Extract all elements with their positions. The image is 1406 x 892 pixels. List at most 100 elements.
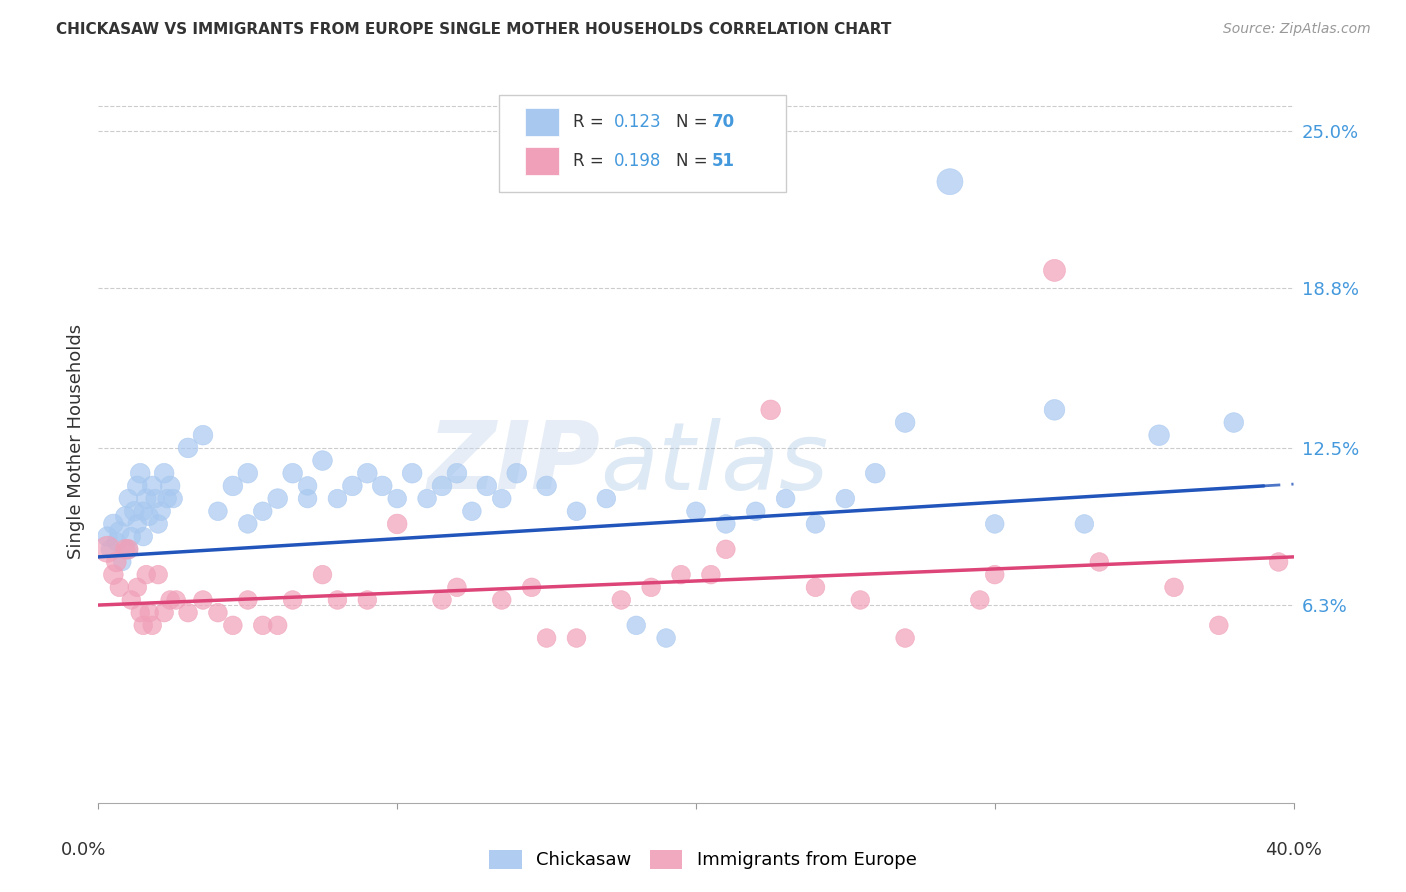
Point bbox=[222, 479, 245, 493]
Point bbox=[610, 593, 633, 607]
Point bbox=[655, 631, 678, 645]
Point bbox=[129, 467, 152, 481]
Point bbox=[685, 504, 707, 518]
Point bbox=[281, 593, 304, 607]
Point bbox=[127, 516, 149, 531]
Point bbox=[165, 593, 187, 607]
Point bbox=[326, 593, 349, 607]
Point bbox=[98, 542, 122, 557]
Point bbox=[177, 606, 200, 620]
Point bbox=[1147, 428, 1170, 442]
Point bbox=[141, 479, 163, 493]
FancyBboxPatch shape bbox=[524, 147, 558, 175]
Point bbox=[96, 542, 118, 557]
Point bbox=[120, 593, 142, 607]
Text: R =: R = bbox=[572, 113, 609, 131]
Text: 70: 70 bbox=[711, 113, 734, 131]
Point bbox=[132, 618, 155, 632]
Point bbox=[108, 524, 131, 539]
Point bbox=[536, 479, 558, 493]
Text: Source: ZipAtlas.com: Source: ZipAtlas.com bbox=[1223, 22, 1371, 37]
Point bbox=[491, 593, 513, 607]
Text: 51: 51 bbox=[711, 153, 734, 170]
Point bbox=[714, 542, 737, 557]
Point bbox=[281, 467, 304, 481]
Point bbox=[969, 593, 991, 607]
Point bbox=[135, 567, 157, 582]
Point bbox=[371, 479, 394, 493]
Point bbox=[1088, 555, 1111, 569]
Point bbox=[894, 631, 917, 645]
Point bbox=[700, 567, 723, 582]
Point bbox=[536, 631, 558, 645]
Point bbox=[267, 491, 290, 506]
Point bbox=[1208, 618, 1230, 632]
Point bbox=[127, 479, 149, 493]
Point bbox=[1163, 580, 1185, 594]
Point bbox=[1043, 263, 1066, 277]
Point bbox=[132, 530, 155, 544]
Text: N =: N = bbox=[676, 153, 713, 170]
Point bbox=[117, 542, 139, 557]
Point bbox=[475, 479, 498, 493]
Point bbox=[326, 491, 349, 506]
Point bbox=[1223, 416, 1246, 430]
Point bbox=[775, 491, 797, 506]
Point bbox=[236, 467, 259, 481]
Text: 0.0%: 0.0% bbox=[60, 841, 107, 859]
Point bbox=[252, 504, 274, 518]
Point bbox=[311, 453, 333, 467]
Point bbox=[105, 534, 128, 549]
Point bbox=[342, 479, 364, 493]
Point bbox=[191, 428, 214, 442]
Point bbox=[626, 618, 648, 632]
Point bbox=[894, 416, 917, 430]
Point bbox=[461, 504, 484, 518]
Point bbox=[153, 606, 176, 620]
Point bbox=[135, 491, 157, 506]
Point bbox=[446, 467, 468, 481]
Text: CHICKASAW VS IMMIGRANTS FROM EUROPE SINGLE MOTHER HOUSEHOLDS CORRELATION CHART: CHICKASAW VS IMMIGRANTS FROM EUROPE SING… bbox=[56, 22, 891, 37]
Point bbox=[984, 567, 1007, 582]
Point bbox=[162, 491, 184, 506]
Point bbox=[416, 491, 439, 506]
Legend: Chickasaw, Immigrants from Europe: Chickasaw, Immigrants from Europe bbox=[481, 841, 925, 879]
Point bbox=[714, 516, 737, 531]
Point bbox=[565, 631, 588, 645]
Point bbox=[153, 467, 176, 481]
Point bbox=[159, 593, 181, 607]
Y-axis label: Single Mother Households: Single Mother Households bbox=[66, 324, 84, 559]
Point bbox=[114, 509, 136, 524]
Point bbox=[1043, 402, 1066, 417]
Point bbox=[506, 467, 529, 481]
Point bbox=[804, 580, 827, 594]
Point bbox=[430, 479, 453, 493]
Point bbox=[984, 516, 1007, 531]
Point bbox=[297, 479, 319, 493]
Point bbox=[520, 580, 543, 594]
Point bbox=[103, 567, 125, 582]
Point bbox=[177, 441, 200, 455]
Point bbox=[132, 504, 155, 518]
Point bbox=[105, 555, 128, 569]
Point bbox=[669, 567, 692, 582]
Point bbox=[491, 491, 513, 506]
Point bbox=[207, 504, 229, 518]
Point bbox=[114, 542, 136, 557]
Text: 0.198: 0.198 bbox=[613, 153, 661, 170]
Point bbox=[236, 516, 259, 531]
Point bbox=[267, 618, 290, 632]
Point bbox=[129, 606, 152, 620]
Text: 40.0%: 40.0% bbox=[1265, 841, 1322, 859]
Point bbox=[111, 555, 134, 569]
Point bbox=[138, 606, 160, 620]
Point bbox=[595, 491, 617, 506]
Point bbox=[356, 593, 378, 607]
Point bbox=[356, 467, 378, 481]
Point bbox=[252, 618, 274, 632]
Point bbox=[430, 593, 453, 607]
Point bbox=[745, 504, 768, 518]
Point bbox=[124, 504, 146, 518]
Point bbox=[865, 467, 887, 481]
Point bbox=[117, 491, 139, 506]
